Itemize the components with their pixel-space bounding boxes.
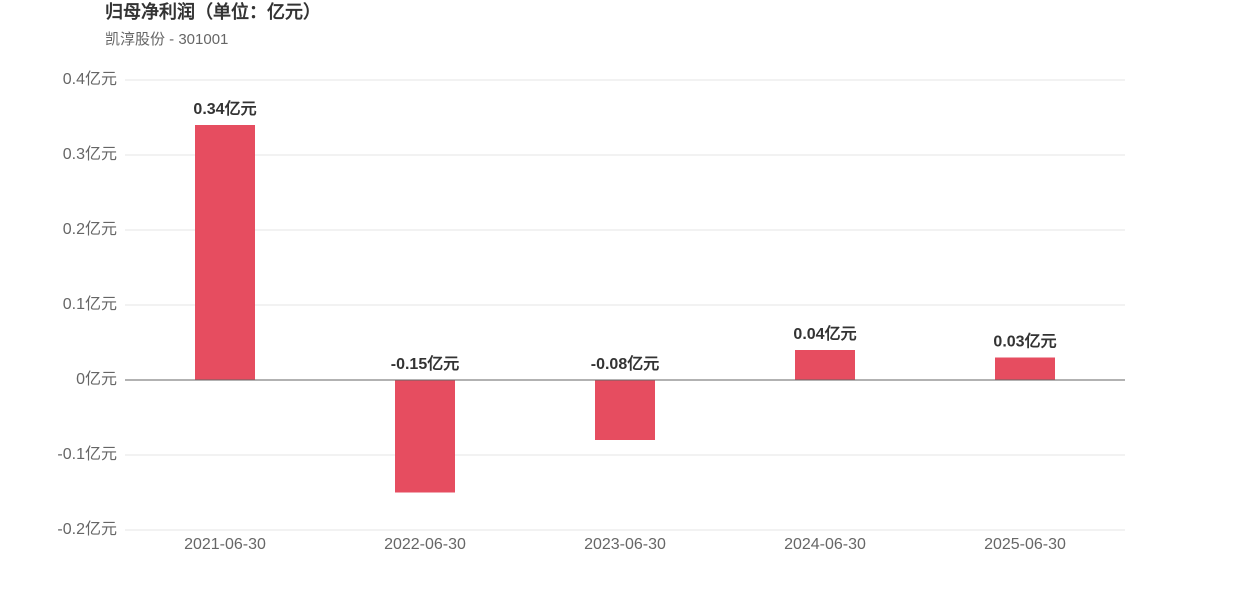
x-tick-label: 2025-06-30 — [984, 536, 1066, 553]
value-label: 0.34亿元 — [193, 99, 256, 118]
value-label: -0.15亿元 — [391, 354, 459, 373]
y-tick-label: -0.1亿元 — [57, 445, 117, 463]
y-tick-label: 0.2亿元 — [63, 220, 117, 238]
bar — [795, 350, 855, 380]
y-tick-label: 0.1亿元 — [63, 295, 117, 313]
y-tick-label: 0.3亿元 — [63, 145, 117, 163]
bar — [995, 357, 1055, 380]
bar — [395, 380, 455, 493]
x-tick-label: 2023-06-30 — [584, 536, 666, 553]
x-tick-label: 2024-06-30 — [784, 536, 866, 553]
value-label: 0.03亿元 — [993, 332, 1056, 351]
y-tick-label: -0.2亿元 — [57, 520, 117, 538]
chart-title: 归母净利润（单位：亿元） — [105, 1, 321, 22]
bar — [595, 380, 655, 440]
value-label: -0.08亿元 — [591, 354, 659, 373]
chart-subtitle: 凯淳股份 - 301001 — [105, 30, 228, 48]
y-tick-label: 0.4亿元 — [63, 70, 117, 88]
bar — [195, 125, 255, 380]
x-tick-label: 2021-06-30 — [184, 536, 266, 553]
x-tick-label: 2022-06-30 — [384, 536, 466, 553]
value-label: 0.04亿元 — [793, 324, 856, 343]
y-tick-label: 0亿元 — [76, 370, 117, 388]
